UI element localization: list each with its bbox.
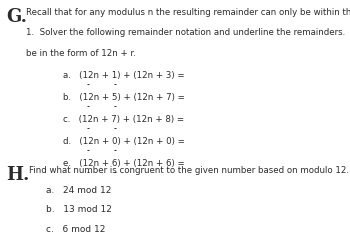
Text: be in the form of 12n + r.: be in the form of 12n + r. <box>26 49 136 58</box>
Text: H.: H. <box>6 166 30 184</box>
Text: Recall that for any modulus n the resulting remainder can only be within the ran: Recall that for any modulus n the result… <box>26 8 350 17</box>
Text: e.   (12n + 6) + (12n + 6) =: e. (12n + 6) + (12n + 6) = <box>63 159 185 168</box>
Text: d.   (12n + 0) + (12n + 0) =: d. (12n + 0) + (12n + 0) = <box>63 137 185 146</box>
Text: Find what number is congruent to the given number based on modulo 12.: Find what number is congruent to the giv… <box>29 166 349 175</box>
Text: b.   13 mod 12: b. 13 mod 12 <box>46 205 111 214</box>
Text: c.   (12n + 7) + (12n + 8) =: c. (12n + 7) + (12n + 8) = <box>63 115 184 124</box>
Text: b.   (12n + 5) + (12n + 7) =: b. (12n + 5) + (12n + 7) = <box>63 93 185 102</box>
Text: a.   24 mod 12: a. 24 mod 12 <box>46 186 111 195</box>
Text: G.: G. <box>6 8 27 26</box>
Text: c.   6 mod 12: c. 6 mod 12 <box>46 225 105 234</box>
Text: a.   (12n + 1) + (12n + 3) =: a. (12n + 1) + (12n + 3) = <box>63 71 185 80</box>
Text: 1.  Solver the following remainder notation and underline the remainders.  All a: 1. Solver the following remainder notati… <box>26 28 350 37</box>
